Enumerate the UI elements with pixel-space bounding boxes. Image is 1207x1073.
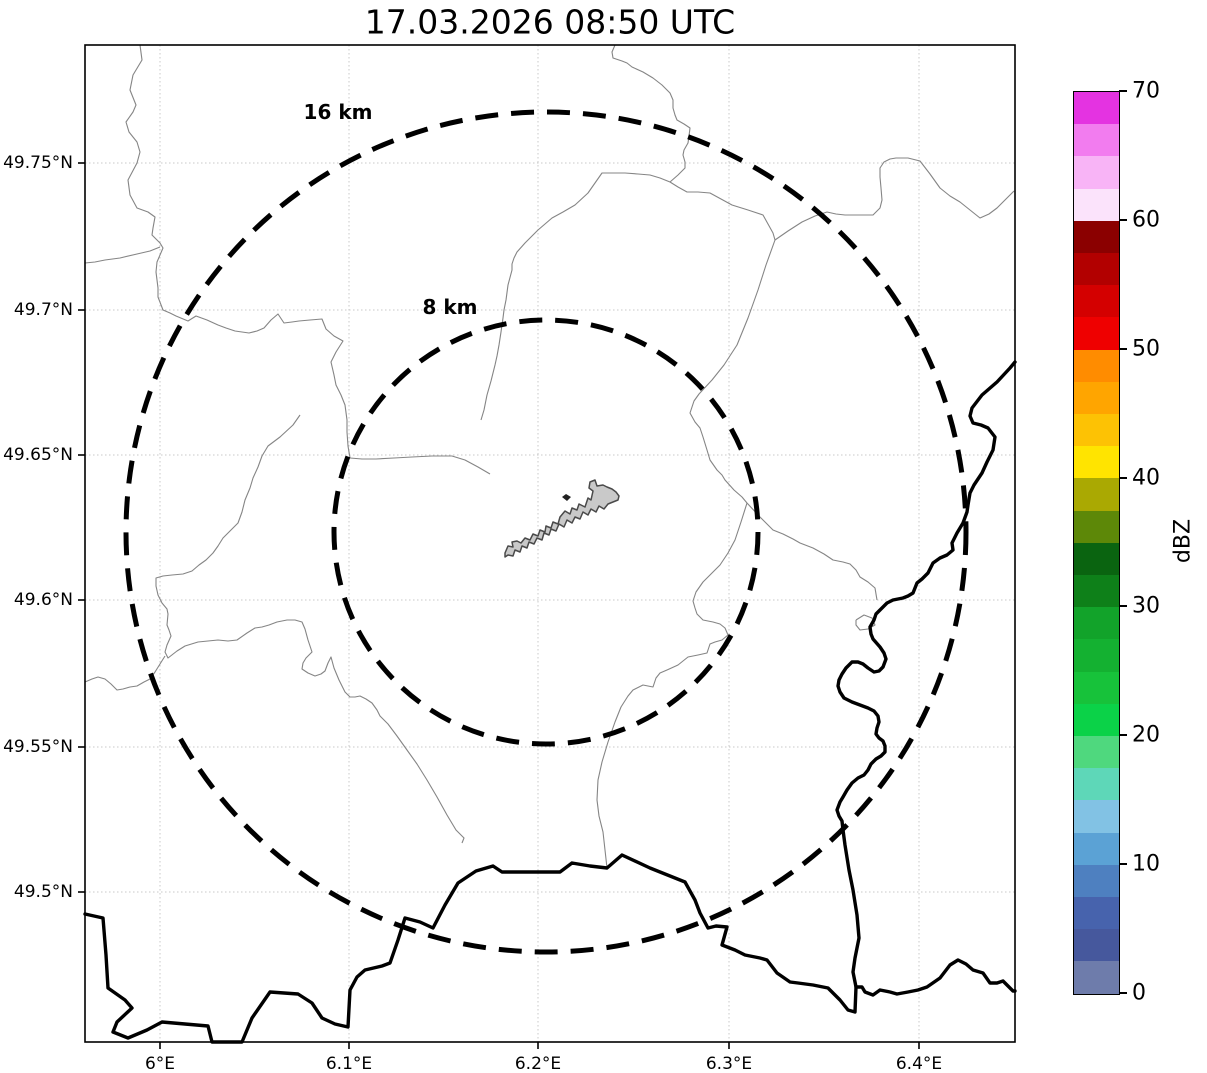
admin-border-line (480, 44, 691, 421)
colorbar-tickmark (1119, 90, 1127, 92)
colorbar-color-step (1074, 671, 1119, 704)
colorbar-color-step (1074, 864, 1119, 898)
colorbar-color-step (1074, 381, 1119, 415)
range-ring-label: 16 km (303, 100, 373, 124)
colorbar-color-step (1074, 961, 1119, 994)
colorbar-tick-label: 70 (1132, 78, 1160, 104)
colorbar-color-step (1074, 897, 1119, 930)
x-tick-label: 6.2°E (514, 1054, 562, 1073)
colorbar-color-step (1074, 736, 1119, 769)
airport-inner-mark (562, 494, 571, 501)
y-tick-label: 49.6°N (13, 590, 73, 610)
colorbar-tickmark (1119, 992, 1127, 994)
country-border-line (83, 853, 1017, 1044)
y-tick-label: 49.75°N (3, 153, 73, 173)
colorbar-tick-label: 20 (1132, 722, 1160, 748)
range-ring-circle (331, 317, 761, 747)
colorbar-color-step (1074, 188, 1119, 221)
colorbar-tickmark (1119, 347, 1127, 350)
x-tick-label: 6°E (144, 1054, 176, 1073)
colorbar-color-step (1074, 800, 1119, 833)
colorbar-unit-label: dBZ (1170, 518, 1196, 564)
colorbar-tick-label: 50 (1132, 336, 1160, 362)
colorbar-color-step (1074, 768, 1119, 801)
colorbar-color-step (1074, 510, 1119, 543)
colorbar-color-step (1074, 446, 1119, 479)
y-tick-label: 49.55°N (3, 737, 73, 757)
admin-border-line (155, 414, 465, 844)
country-border-line (835, 360, 1017, 989)
admin-border-line (689, 239, 878, 601)
colorbar (1073, 91, 1120, 995)
admin-border-line (84, 246, 161, 264)
colorbar-color-step (1074, 92, 1119, 125)
range-ring-label: 8 km (422, 295, 478, 319)
colorbar-tick-label: 0 (1132, 980, 1146, 1006)
y-tick-label: 49.5°N (13, 882, 73, 902)
colorbar-color-step (1074, 478, 1119, 511)
x-tick-label: 6.1°E (325, 1054, 373, 1073)
colorbar-color-step (1074, 542, 1119, 576)
admin-border-line (125, 44, 491, 475)
colorbar-color-step (1074, 607, 1119, 640)
colorbar-color-step (1074, 349, 1119, 382)
colorbar-color-step (1074, 575, 1119, 608)
admin-border-line (669, 157, 1015, 241)
colorbar-tickmark (1119, 605, 1127, 608)
colorbar-color-step (1074, 285, 1119, 318)
colorbar-color-step (1074, 317, 1119, 350)
colorbar-tickmark (1119, 218, 1127, 221)
colorbar-tick-label: 60 (1132, 207, 1160, 233)
axes-frame (84, 44, 1016, 1043)
admin-border-line (596, 502, 748, 869)
colorbar-tick-label: 30 (1132, 593, 1160, 619)
x-tick-label: 6.3°E (705, 1054, 753, 1073)
y-tick-label: 49.7°N (13, 300, 73, 320)
colorbar-tick-label: 40 (1132, 465, 1160, 491)
colorbar-tickmark (1119, 476, 1127, 479)
admin-border-line (84, 655, 166, 691)
colorbar-color-step (1074, 832, 1119, 865)
range-ring-circle (123, 109, 969, 955)
figure-title: 17.03.2026 08:50 UTC (364, 2, 736, 42)
y-tick-label: 49.65°N (3, 445, 73, 465)
colorbar-color-step (1074, 703, 1119, 737)
x-tick-label: 6.4°E (895, 1054, 943, 1073)
colorbar-color-step (1074, 253, 1119, 286)
colorbar-tickmark (1119, 734, 1127, 737)
colorbar-tickmark (1119, 863, 1127, 866)
colorbar-color-step (1074, 220, 1119, 254)
colorbar-color-step (1074, 929, 1119, 962)
colorbar-color-step (1074, 124, 1119, 157)
colorbar-color-step (1074, 414, 1119, 447)
colorbar-color-step (1074, 639, 1119, 672)
airport-grounds-polygon (504, 479, 620, 558)
colorbar-tick-label: 10 (1132, 851, 1160, 877)
colorbar-color-step (1074, 156, 1119, 189)
